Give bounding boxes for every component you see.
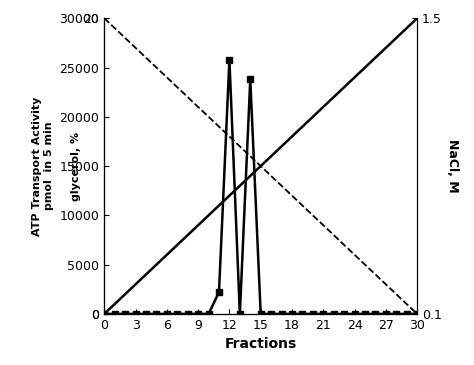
Y-axis label: glycerol, %: glycerol, % [71, 131, 81, 201]
X-axis label: Fractions: Fractions [225, 337, 297, 351]
Y-axis label: ATP Transport Activity
pmol  in 5 min: ATP Transport Activity pmol in 5 min [32, 96, 54, 236]
Y-axis label: NaCl, M: NaCl, M [446, 139, 458, 193]
